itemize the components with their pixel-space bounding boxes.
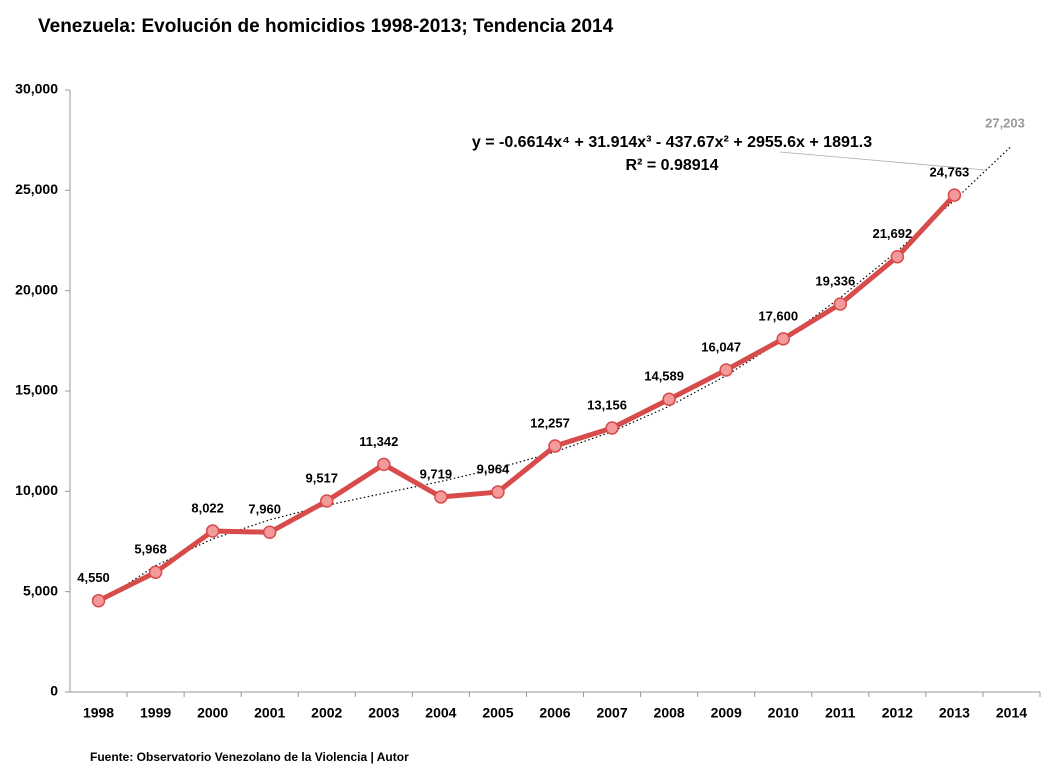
source: Fuente: Observatorio Venezolano de la Vi… (90, 750, 409, 764)
marker (890, 249, 905, 264)
x-tick-label: 2013 (939, 705, 970, 721)
x-tick-label: 1999 (140, 705, 171, 721)
x-tick-label: 2011 (825, 705, 856, 721)
marker (262, 525, 277, 540)
x-tick-label: 2000 (197, 705, 228, 721)
data-line (97, 193, 957, 603)
value-label: 9,517 (305, 470, 338, 485)
leader-line (779, 151, 986, 171)
y-tick-label: 25,000 (15, 181, 58, 197)
value-label: 13,156 (587, 397, 627, 412)
y-tick-label: 5,000 (23, 582, 58, 598)
value-label: 24,763 (930, 165, 970, 180)
value-label: 5,968 (134, 542, 167, 557)
value-label: 9,964 (477, 461, 510, 476)
y-tick-label: 20,000 (15, 281, 58, 297)
value-label: 16,047 (701, 339, 741, 354)
x-tick-label: 2005 (482, 705, 513, 721)
marker (491, 485, 505, 499)
trend-equation: y = -0.6614x⁴ + 31.914x³ - 437.67x² + 29… (472, 134, 872, 151)
x-tick-label: 2009 (711, 705, 742, 721)
trend-line (98, 145, 1012, 604)
marker (320, 494, 334, 508)
trend-end-label: 27,203 (985, 115, 1025, 130)
x-tick-label: 1998 (83, 705, 114, 721)
marker (605, 421, 619, 435)
value-label: 9,719 (420, 466, 453, 481)
value-label: 11,342 (359, 434, 398, 449)
x-tick-label: 2002 (311, 705, 342, 721)
value-label: 14,589 (644, 369, 684, 384)
x-tick-label: 2003 (368, 705, 399, 721)
marker (377, 457, 391, 472)
value-label: 8,022 (191, 500, 224, 515)
value-label: 19,336 (815, 273, 855, 288)
marker (548, 439, 562, 453)
value-label: 7,960 (248, 502, 281, 517)
chart-title: Venezuela: Evolución de homicidios 1998-… (38, 16, 614, 37)
marker (776, 332, 790, 346)
x-tick-label: 2014 (996, 705, 1027, 721)
value-label: 12,257 (530, 415, 570, 430)
trend-r2: R² = 0.98914 (626, 157, 719, 174)
marker (434, 490, 448, 504)
marker (205, 524, 220, 538)
value-label: 21,692 (872, 226, 912, 241)
y-tick-label: 10,000 (15, 482, 58, 498)
value-label: 17,600 (758, 308, 798, 323)
x-tick-label: 2001 (254, 705, 285, 721)
marker (91, 593, 106, 608)
marker (662, 392, 676, 406)
value-label: 4,550 (77, 570, 110, 585)
x-tick-label: 2010 (768, 705, 799, 721)
y-tick-label: 30,000 (15, 81, 58, 97)
x-tick-label: 2012 (882, 705, 913, 721)
marker (947, 188, 962, 202)
x-tick-label: 2004 (425, 705, 456, 721)
marker (833, 297, 848, 311)
x-tick-label: 2006 (539, 705, 570, 721)
x-tick-label: 2008 (654, 705, 685, 721)
x-tick-label: 2007 (596, 705, 627, 721)
y-tick-label: 0 (50, 683, 58, 699)
marker (148, 565, 163, 579)
y-tick-label: 15,000 (15, 382, 58, 398)
marker (719, 363, 733, 377)
